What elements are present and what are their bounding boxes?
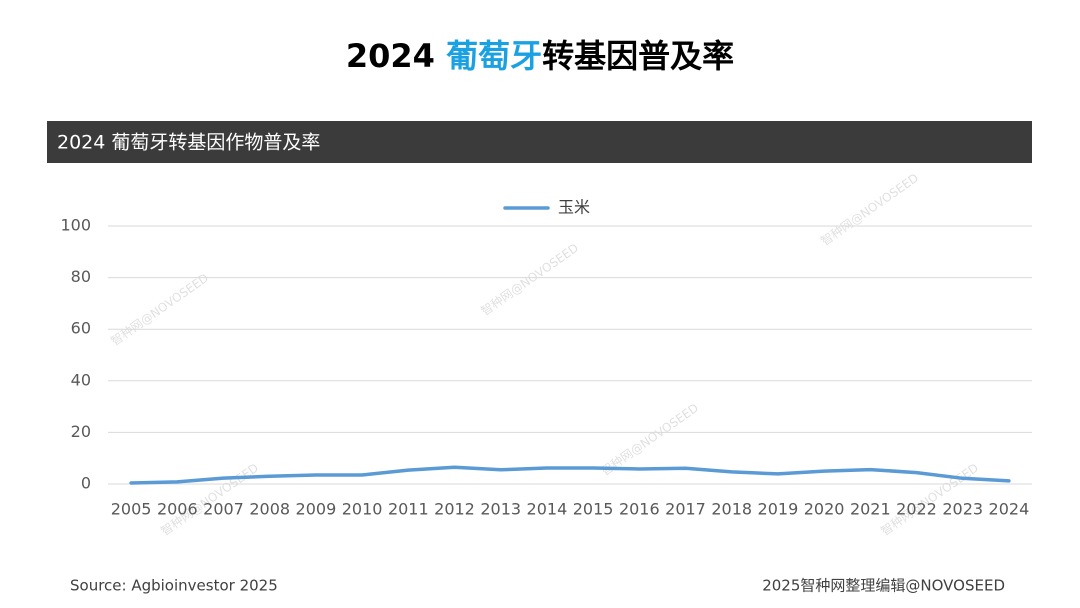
x-tick-label: 2020 xyxy=(804,500,845,519)
x-tick-label: 2015 xyxy=(573,500,614,519)
chart-header xyxy=(47,121,1032,163)
y-tick-label: 40 xyxy=(71,370,91,389)
x-tick-label: 2007 xyxy=(203,500,244,519)
chart-title: 2024 葡萄牙转基因作物普及率 xyxy=(57,132,320,154)
x-tick-label: 2017 xyxy=(665,500,706,519)
x-tick-label: 2005 xyxy=(111,500,152,519)
x-tick-label: 2023 xyxy=(942,500,983,519)
watermark: 智种网@NOVOSEED xyxy=(108,270,211,349)
x-tick-label: 2024 xyxy=(989,500,1030,519)
y-tick-label: 80 xyxy=(71,267,91,286)
title-part: 2024 xyxy=(346,37,446,75)
watermark: 智种网@NOVOSEED xyxy=(818,170,921,249)
x-tick-label: 2016 xyxy=(619,500,660,519)
x-tick-label: 2011 xyxy=(388,500,429,519)
x-tick-label: 2021 xyxy=(850,500,891,519)
x-tick-label: 2019 xyxy=(758,500,799,519)
watermark: 智种网@NOVOSEED xyxy=(478,240,581,319)
title-part: 葡萄牙 xyxy=(446,37,542,75)
title-part: 转基因普及率 xyxy=(542,37,734,75)
source: Source: Agbioinvestor 2025 xyxy=(70,577,278,595)
x-tick-label: 2010 xyxy=(342,500,383,519)
legend-label: 玉米 xyxy=(558,198,590,217)
data-line xyxy=(129,465,1011,485)
page-title: 2024 葡萄牙转基因普及率 xyxy=(346,37,734,75)
x-tick-label: 2018 xyxy=(711,500,752,519)
x-tick-label: 2006 xyxy=(157,500,198,519)
y-tick-label: 20 xyxy=(71,422,91,441)
y-tick-label: 0 xyxy=(81,474,91,493)
credit: 2025智种网整理编辑@NOVOSEED xyxy=(762,577,1005,595)
y-tick-label: 60 xyxy=(71,319,91,338)
x-tick-label: 2009 xyxy=(296,500,337,519)
x-tick-label: 2013 xyxy=(480,500,521,519)
y-tick-label: 100 xyxy=(60,216,91,235)
x-tick-label: 2014 xyxy=(527,500,568,519)
x-tick-label: 2022 xyxy=(896,500,937,519)
x-tick-label: 2008 xyxy=(249,500,290,519)
x-tick-label: 2012 xyxy=(434,500,475,519)
